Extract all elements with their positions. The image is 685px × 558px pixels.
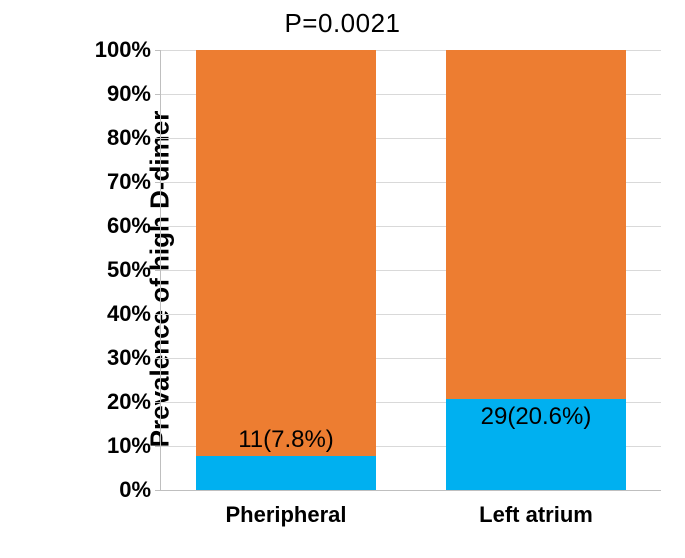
y-tick-label: 50% <box>107 257 161 283</box>
category-label: Left atrium <box>446 490 626 528</box>
bar-data-label: 29(20.6%) <box>446 403 626 431</box>
y-tick-label: 70% <box>107 169 161 195</box>
y-tick-label: 20% <box>107 389 161 415</box>
bar-segment <box>196 50 376 456</box>
y-tick-label: 60% <box>107 213 161 239</box>
y-tick-label: 40% <box>107 301 161 327</box>
bar-data-label: 11(7.8%) <box>196 426 376 454</box>
y-tick-label: 30% <box>107 345 161 371</box>
category-label: Pheripheral <box>196 490 376 528</box>
y-tick-label: 0% <box>119 477 161 503</box>
y-tick-label: 80% <box>107 125 161 151</box>
y-tick-label: 90% <box>107 81 161 107</box>
bar-segment <box>446 50 626 399</box>
chart-container: P=0.0021 Prevalence of high D-dimer 0%10… <box>0 0 685 558</box>
bar-segment <box>196 456 376 490</box>
plot-area: 0%10%20%30%40%50%60%70%80%90%100%11(7.8%… <box>160 50 661 491</box>
y-tick-label: 10% <box>107 433 161 459</box>
chart-title: P=0.0021 <box>0 8 685 39</box>
y-tick-label: 100% <box>95 37 161 63</box>
